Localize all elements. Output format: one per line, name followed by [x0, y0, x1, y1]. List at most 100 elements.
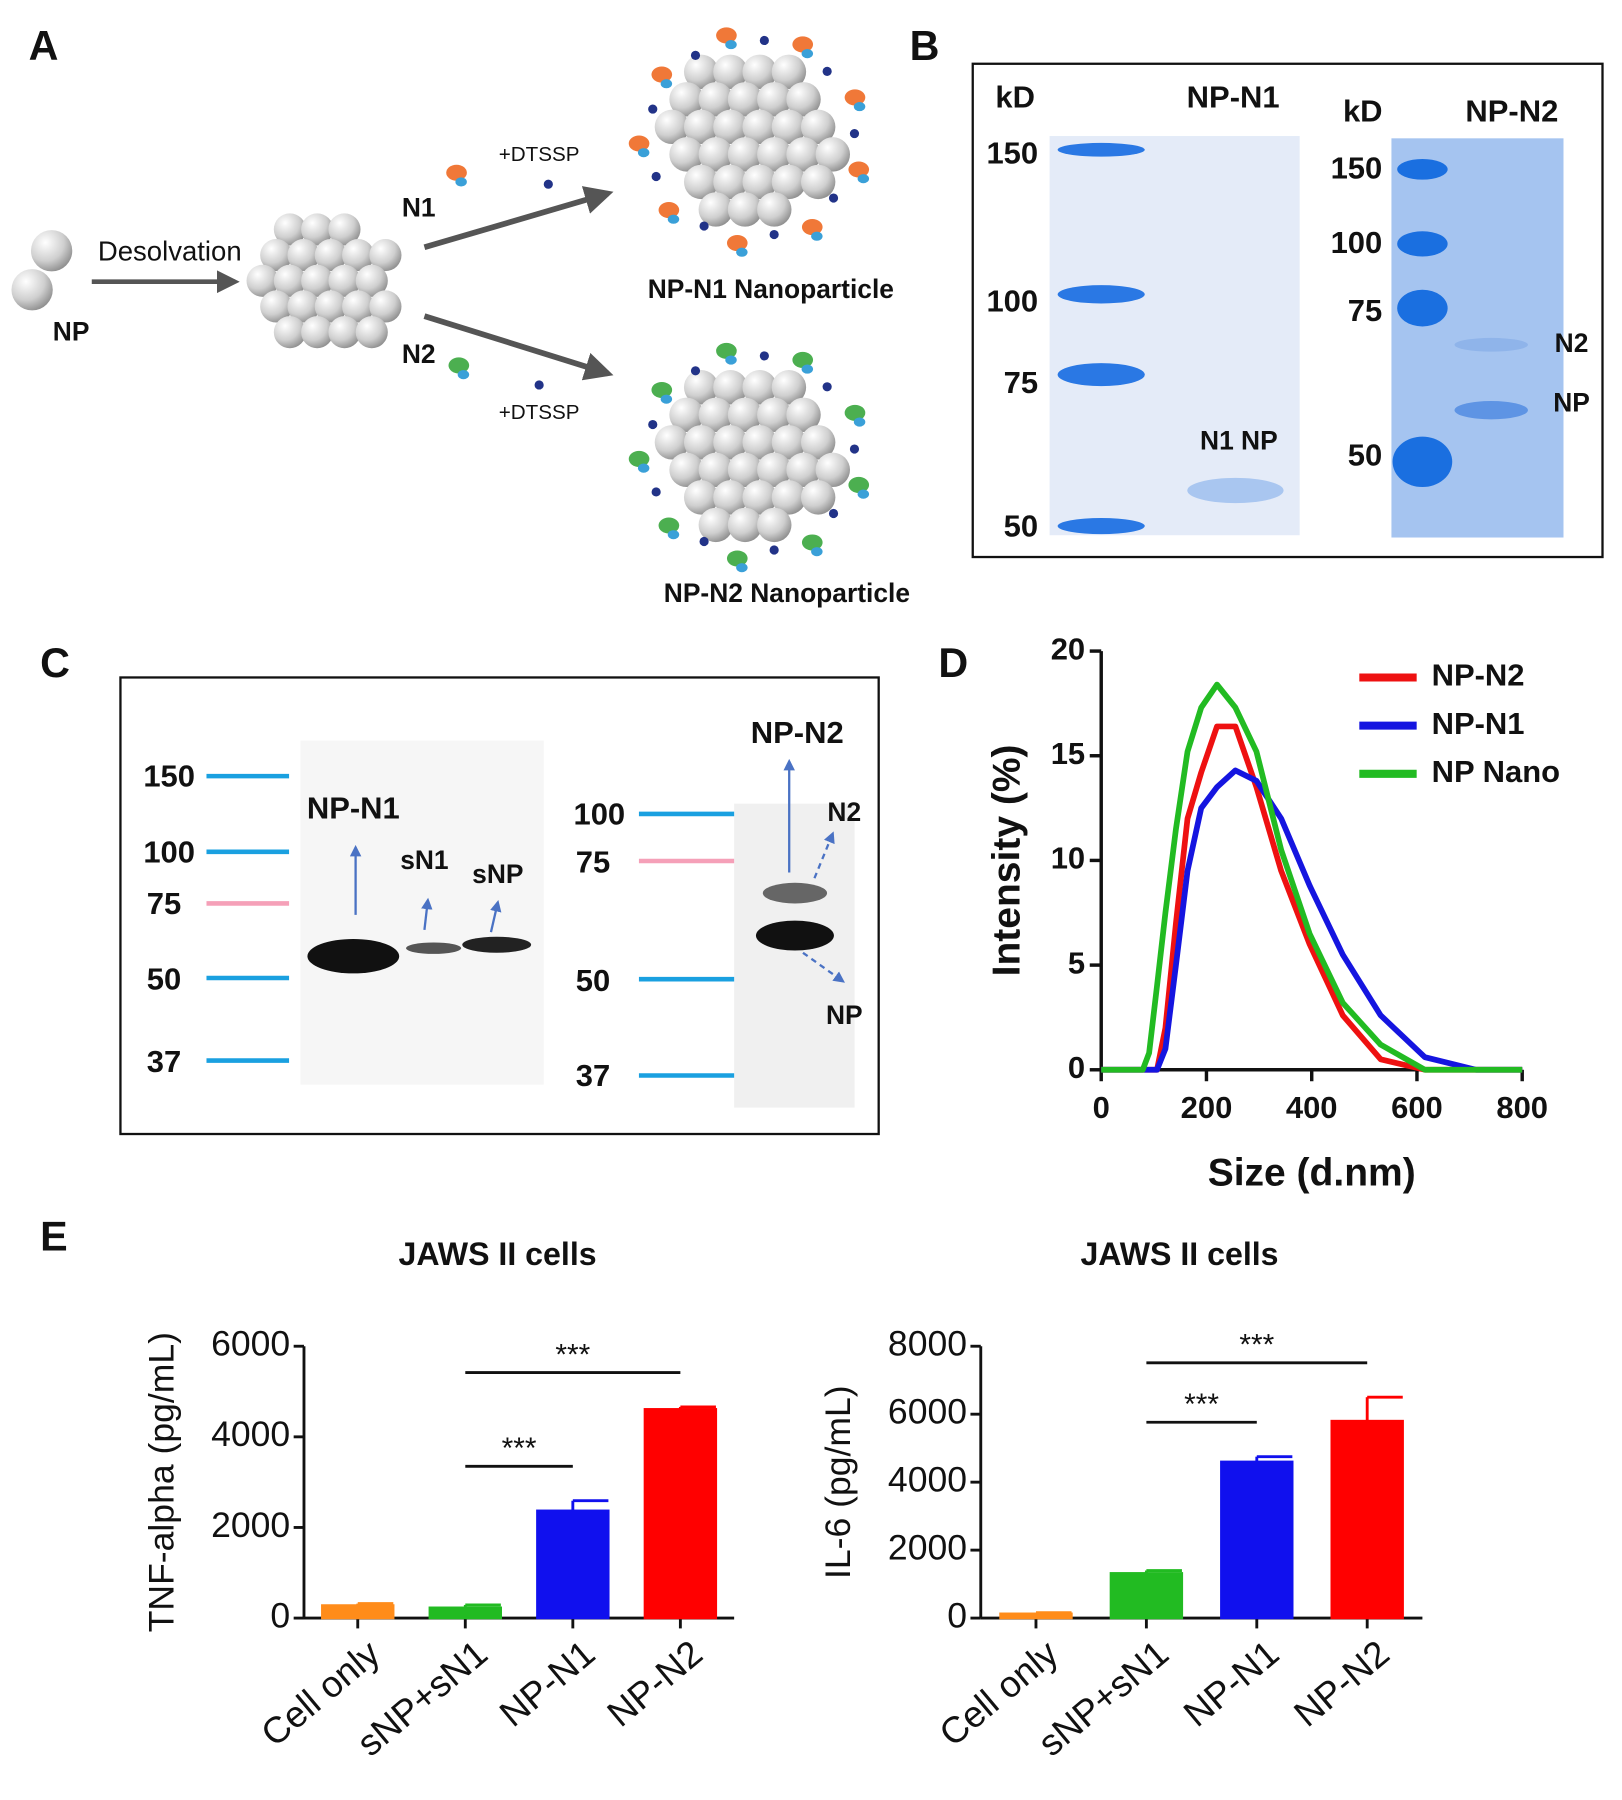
blot-band [406, 942, 462, 954]
protein [792, 351, 814, 368]
gel-band [1454, 337, 1528, 352]
sphere [273, 316, 306, 349]
x-tick-label: NP-N2 [1286, 1632, 1397, 1734]
crosslinker [769, 545, 779, 555]
band-label: N1 NP [1200, 425, 1278, 455]
sphere [771, 164, 807, 200]
lane-label: NP-N2 [751, 715, 844, 750]
sphere [654, 425, 690, 460]
y-axis-title: TNF-alpha (pg/mL) [141, 1332, 181, 1632]
sphere [713, 164, 748, 200]
marker-label: 50 [576, 963, 610, 998]
marker-label: 100 [1331, 225, 1383, 260]
blot-panel: 150 100 75 50 37 NP-N1 sN1 sNP 100 75 50… [119, 676, 880, 1136]
marker-label: 37 [576, 1058, 610, 1093]
bar [1330, 1419, 1404, 1620]
sphere [698, 137, 733, 172]
crosslinker [759, 351, 769, 361]
panel-label: E [40, 1213, 68, 1259]
marker-label: 75 [576, 845, 610, 880]
reagent-label: +DTSSP [499, 143, 580, 166]
gel-band [1187, 477, 1284, 504]
sphere [713, 425, 748, 460]
panel-frame [119, 676, 880, 1136]
sphere [342, 290, 375, 323]
arrow [813, 831, 835, 879]
significance-label: *** [1239, 1329, 1274, 1362]
crosslinker [690, 50, 701, 60]
sphere [742, 370, 777, 405]
step-label: Desolvation [98, 235, 242, 266]
protein [725, 355, 737, 365]
crosslinker [828, 193, 839, 203]
protein [801, 534, 823, 551]
sphere [669, 137, 704, 172]
y-tick-label: 10 [1051, 841, 1085, 876]
gel-band [1057, 518, 1145, 535]
panel-label: C [40, 640, 70, 686]
marker-label: 75 [1348, 293, 1382, 328]
x-tick-label: NP-N1 [492, 1632, 603, 1734]
sphere [771, 480, 807, 515]
protein-label: N2 [402, 339, 436, 369]
bar [428, 1606, 502, 1620]
sphere [786, 452, 821, 488]
sphere [246, 264, 279, 297]
protein [811, 547, 823, 557]
sphere [654, 109, 690, 145]
marker-label: 100 [986, 284, 1038, 319]
gel-band [1454, 401, 1528, 420]
sphere [727, 192, 763, 227]
y-tick-label: 6000 [888, 1392, 967, 1432]
marker-label: 50 [147, 962, 181, 997]
significance-label: *** [502, 1432, 537, 1465]
sphere [355, 316, 388, 349]
protein [667, 214, 680, 224]
crosslinker [828, 508, 839, 519]
sphere [713, 54, 748, 89]
sphere [669, 452, 704, 488]
sphere [713, 370, 748, 405]
gel-band [1392, 436, 1453, 488]
blot-band [755, 920, 834, 951]
crosslinker [648, 104, 658, 114]
panel-label: A [29, 23, 59, 69]
sphere [683, 480, 719, 515]
sphere [683, 164, 719, 200]
sphere [713, 480, 748, 515]
unit-label: kD [1343, 93, 1383, 128]
sphere [727, 397, 763, 432]
protein [446, 164, 467, 181]
sphere [771, 425, 807, 460]
marker-label: 75 [147, 886, 181, 921]
protein [637, 463, 650, 473]
sphere [815, 452, 851, 488]
protein [628, 450, 650, 467]
gel-band [1057, 285, 1145, 304]
gel-band [1397, 289, 1448, 327]
protein [716, 342, 737, 359]
blot-band [762, 882, 828, 904]
lane-label: NP-N2 [1465, 93, 1558, 128]
protein [448, 357, 470, 374]
sphere [786, 82, 821, 117]
bar [643, 1408, 718, 1620]
y-tick-label: 20 [1051, 631, 1085, 666]
product-label: NP-N2 Nanoparticle [664, 578, 910, 608]
protein [853, 417, 866, 427]
sphere [287, 239, 320, 272]
np-sphere [11, 269, 53, 311]
sphere [800, 480, 836, 515]
arrow [423, 313, 614, 381]
sphere [757, 397, 792, 432]
band-label: NP [1553, 387, 1590, 417]
reagent-label: +DTSSP [499, 401, 580, 424]
sphere [301, 264, 334, 297]
gel-band [1397, 158, 1448, 180]
crosslinker [651, 171, 661, 182]
sphere [698, 452, 733, 488]
sphere [669, 397, 704, 432]
protein [660, 79, 673, 89]
lane-label: sN1 [400, 845, 448, 875]
band-label: NP [826, 1000, 863, 1030]
